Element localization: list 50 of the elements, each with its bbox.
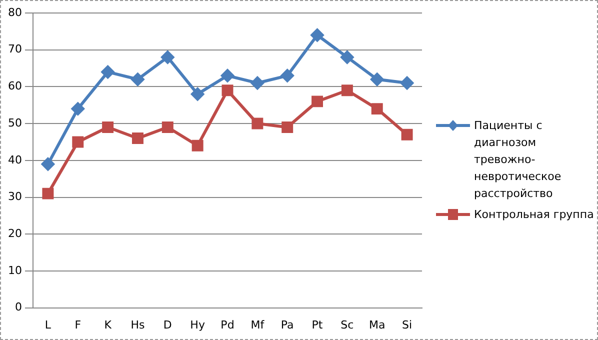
- point: [310, 28, 324, 42]
- y-tick-label: 50: [8, 116, 22, 130]
- point: [252, 118, 264, 130]
- x-tick-label: D: [163, 318, 172, 332]
- x-tick-label: Mf: [250, 318, 266, 332]
- point: [162, 121, 174, 133]
- point: [370, 72, 384, 86]
- point: [222, 84, 234, 96]
- point: [250, 76, 264, 90]
- x-tick-label: Pt: [312, 318, 324, 332]
- point: [341, 84, 353, 96]
- point: [401, 128, 413, 140]
- point: [131, 72, 144, 86]
- legend-label: Пациенты с диагнозом тревожно-невротическое расстройство: [474, 118, 562, 202]
- x-tick-label: Pa: [280, 318, 294, 332]
- point: [72, 136, 84, 148]
- x-tick-label: L: [44, 318, 52, 332]
- point: [191, 88, 204, 101]
- y-tick-label: 30: [8, 190, 22, 204]
- x-tick-label: Ma: [369, 318, 386, 332]
- legend-label: Контрольная группа: [474, 207, 594, 223]
- x-tick-label: F: [74, 318, 82, 332]
- x-tick-label: K: [104, 318, 112, 332]
- y-tick-label: 60: [8, 80, 22, 93]
- point: [132, 132, 144, 144]
- y-tick-label: 20: [8, 226, 22, 240]
- point: [312, 96, 324, 108]
- x-tick-label: Sc: [340, 318, 354, 332]
- point: [340, 50, 354, 64]
- point: [192, 140, 204, 152]
- y-tick-label: 70: [8, 42, 22, 56]
- x-tick-label: Pd: [220, 318, 234, 332]
- point: [101, 65, 114, 78]
- point: [41, 158, 54, 171]
- point: [221, 69, 234, 82]
- y-tick-label: 0: [14, 300, 22, 314]
- y-tick-label: 80: [8, 6, 22, 19]
- point: [280, 69, 294, 82]
- point: [102, 121, 114, 133]
- point: [161, 50, 174, 64]
- point: [42, 188, 54, 200]
- y-tick-label: 40: [8, 153, 22, 166]
- point: [400, 76, 414, 90]
- y-tick-label: 10: [8, 264, 22, 277]
- x-tick-label: Si: [402, 318, 412, 332]
- point: [282, 121, 294, 133]
- x-tick-label: Hs: [130, 318, 145, 332]
- point: [71, 102, 84, 116]
- x-tick-label: Hy: [190, 318, 206, 332]
- point: [371, 103, 383, 115]
